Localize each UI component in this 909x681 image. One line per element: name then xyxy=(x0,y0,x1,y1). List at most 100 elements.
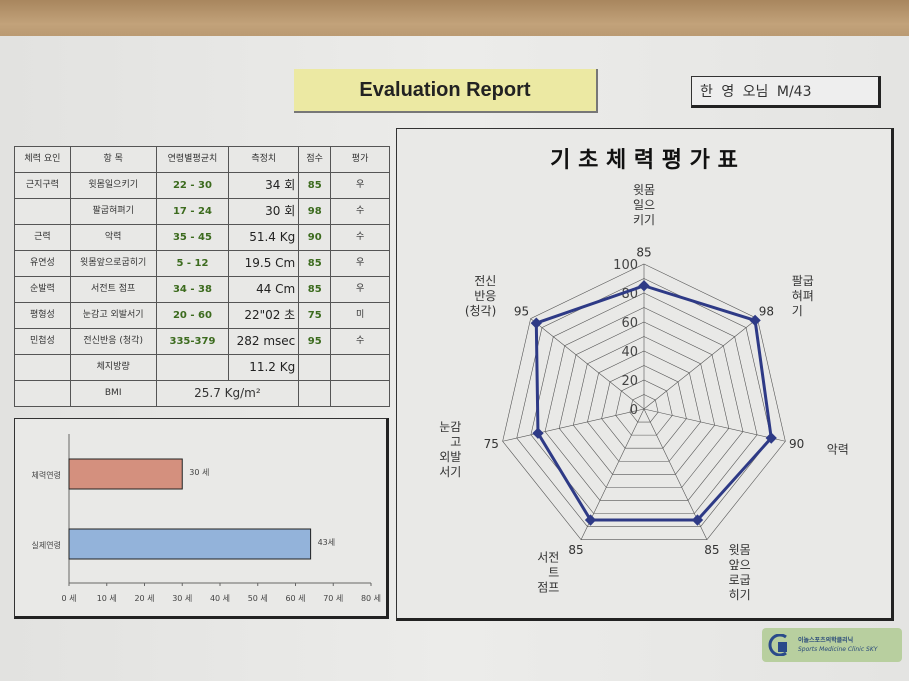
table-cell: 서전트 점프 xyxy=(69,276,157,303)
x-tick-label: 30 세 xyxy=(172,594,192,603)
age-bar-chart: 0 세 10 세 20 세 30 세 40 세 50 세 60 세 70 세 80 세 체력연령 3… xyxy=(32,434,381,603)
grid-ring xyxy=(558,321,730,488)
x-tick-label: 70 세 xyxy=(323,594,343,603)
table-cell: 19.5 Cm xyxy=(228,250,300,277)
table-header-row: 체력 요인 항 목 연령별평균치 측정치 점수 평가 xyxy=(14,146,390,173)
table-cell: 30 회 xyxy=(228,198,300,225)
bar xyxy=(68,458,183,490)
grid-ring xyxy=(601,365,687,449)
table-row: 근지구력 윗몸일으키기 22 - 30 34 회 85 우 xyxy=(14,172,390,199)
x-tick-label: 0 세 xyxy=(62,594,77,603)
table-cell: 체지방량 xyxy=(69,354,157,381)
table-cell: 미 xyxy=(330,302,390,329)
column-header: 체력 요인 xyxy=(14,146,71,173)
data-point xyxy=(530,317,542,329)
patient-info: 한 영 오님 M/43 xyxy=(691,76,881,108)
column-header: 평가 xyxy=(330,146,390,173)
table-cell: 51.4 Kg xyxy=(228,224,300,251)
bmi-value: 25.7 Kg/m² xyxy=(155,380,300,407)
x-tick-label: 60 세 xyxy=(285,594,305,603)
table-cell xyxy=(330,354,390,381)
clinic-name: 이놀스포츠의학클리닉 Sports Medicine Clinic SKY xyxy=(798,636,877,654)
data-point xyxy=(584,514,597,526)
table-cell: 335-379 xyxy=(155,328,230,355)
data-value-label: 90 xyxy=(789,437,804,451)
data-label: 43세 xyxy=(318,538,336,547)
table-cell xyxy=(298,380,332,407)
x-tick-label: 10 세 xyxy=(97,594,117,603)
clinic-name-en: Sports Medicine Clinic SKY xyxy=(798,646,878,653)
table-cell: 근지구력 xyxy=(14,172,71,199)
table-cell: 34 - 38 xyxy=(155,276,230,303)
column-header: 연령별평균치 xyxy=(155,146,230,173)
axis-category-line: 눈감 xyxy=(439,420,461,434)
table-row: 팔굽혀펴기 17 - 24 30 회 98 수 xyxy=(14,198,390,225)
table-row: 체지방량 11.2 Kg xyxy=(14,354,390,381)
axis-category-line: 악력 xyxy=(827,442,849,456)
data-point xyxy=(691,514,704,526)
report-title: Evaluation Report xyxy=(294,69,598,113)
table-cell: 팔굽혀펴기 xyxy=(69,198,157,225)
table-cell xyxy=(14,198,71,225)
radial-tick-label: 20 xyxy=(621,374,638,389)
table-row: 순발력 서전트 점프 34 - 38 44 Cm 85 우 xyxy=(14,276,390,303)
table-cell: 34 회 xyxy=(228,172,300,199)
axis-category-line: 혀펴 xyxy=(792,289,814,303)
radial-tick-label: 40 xyxy=(621,345,638,360)
data-value-label: 85 xyxy=(704,543,719,557)
table-cell: 282 msec xyxy=(228,328,300,355)
x-tick-label: 40 세 xyxy=(210,594,230,603)
radial-tick-label: 100 xyxy=(613,258,638,273)
data-point xyxy=(532,427,544,439)
clinic-logo-icon xyxy=(768,634,787,656)
table-cell xyxy=(155,354,230,381)
grid-ring xyxy=(572,336,716,475)
table-cell xyxy=(14,354,71,381)
axis-category-line: 히기 xyxy=(729,588,751,602)
axis-category-label: 윗몸 일으 키기 xyxy=(633,182,655,227)
table-cell: 95 xyxy=(298,328,332,355)
table-cell: 85 xyxy=(298,276,332,303)
bmi-row: BMI 25.7 Kg/m² xyxy=(14,380,390,407)
axis-category-line: 기 xyxy=(792,304,803,318)
grid-spoke xyxy=(530,318,645,410)
table-cell: 17 - 24 xyxy=(155,198,230,225)
data-point xyxy=(749,314,761,327)
table-cell: 순발력 xyxy=(14,276,71,303)
axis-category-label: 악력 xyxy=(827,442,849,456)
x-tick-label: 80 세 xyxy=(361,594,381,603)
axis-category-line: 트 xyxy=(548,565,559,579)
clinic-logo: 이놀스포츠의학클리닉 Sports Medicine Clinic SKY xyxy=(762,628,902,662)
table-cell: 20 - 60 xyxy=(155,302,230,329)
table-cell: 유연성 xyxy=(14,250,71,277)
age-bar-chart-panel: 0 세 10 세 20 세 30 세 40 세 50 세 60 세 70 세 80 세 체력연령 3… xyxy=(14,418,389,619)
table-cell: 수 xyxy=(330,328,390,355)
axis-category-label: 윗몸 앞으 로굽 히기 xyxy=(729,542,751,602)
table-cell: 22 - 30 xyxy=(155,172,230,199)
axis-category-label: 눈감 고 외발 서기 xyxy=(439,420,461,479)
evaluation-table: 체력 요인 항 목 연령별평균치 측정치 점수 평가 근지구력 윗몸일으키기 22 - 30 34… xyxy=(14,146,390,407)
table-cell xyxy=(330,380,390,407)
axis-category-line: 점프 xyxy=(537,580,559,594)
table-cell: 윗몸앞으로굽히기 xyxy=(69,250,157,277)
table-cell xyxy=(14,380,71,407)
category-label: 체력연령 xyxy=(32,470,61,480)
axis-category-line: 고 xyxy=(450,435,461,449)
radar-chart-panel: 기 초 체 력 평 가 표 0 20 40 60 80 100 85 윗몸 일으 키기 98 팔굽 혀펴 기… xyxy=(396,128,894,621)
axis-category-line: 서기 xyxy=(439,465,461,479)
column-header: 측정치 xyxy=(228,146,300,173)
data-point xyxy=(765,432,777,444)
axis-category-line: 전신 xyxy=(474,274,496,288)
table-cell: 수 xyxy=(330,224,390,251)
data-value-label: 85 xyxy=(636,245,651,259)
axis-category-line: 키기 xyxy=(633,213,655,227)
table-cell: 전신반응 (청각) xyxy=(69,328,157,355)
data-value-label: 85 xyxy=(568,543,583,557)
table-cell: 98 xyxy=(298,198,332,225)
grid-spoke xyxy=(502,408,645,442)
grid-ring xyxy=(615,379,673,436)
wooden-table-background xyxy=(0,0,909,40)
table-cell: 우 xyxy=(330,172,390,199)
grid-ring xyxy=(502,263,786,540)
